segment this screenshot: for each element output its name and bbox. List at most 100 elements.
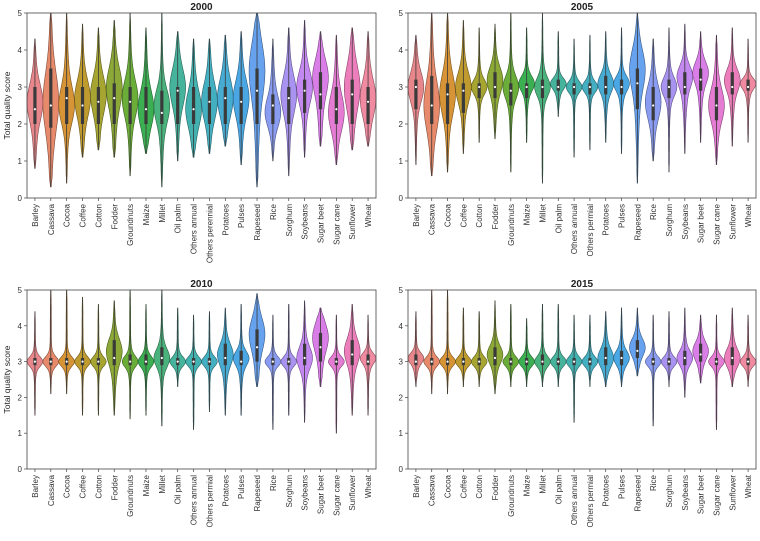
violin-median-dot — [746, 85, 750, 89]
violin-median-dot — [49, 360, 52, 363]
violin-iqr-box — [604, 75, 608, 95]
x-tick-label: Soybeans — [681, 475, 690, 511]
violin-iqr-box — [160, 347, 164, 366]
violin-median-dot — [144, 108, 148, 111]
x-tick-label: Maize — [142, 203, 151, 225]
violin-median-dot — [715, 104, 718, 107]
violin-iqr-box — [746, 79, 750, 91]
violin-median-dot — [493, 85, 497, 89]
x-tick-label: Millet — [158, 474, 167, 493]
violin-median-dot — [33, 360, 37, 363]
violin-iqr-box — [144, 354, 148, 366]
x-tick-label: Rice — [269, 474, 278, 491]
x-tick-label: Cassava — [428, 474, 437, 506]
violin-iqr-box — [255, 68, 259, 124]
violin-median-dot — [255, 89, 259, 92]
violin-median-dot — [493, 356, 497, 360]
violin-median-dot — [287, 360, 290, 363]
violin-median-dot — [351, 353, 354, 356]
violin-iqr-box — [350, 340, 354, 366]
x-tick-label: Rapeseed — [253, 475, 262, 511]
violin-median-dot — [446, 360, 449, 363]
violin-iqr-box — [49, 68, 53, 128]
violin-iqr-box — [493, 72, 497, 99]
violin-median-dot — [636, 349, 639, 352]
plot-frame — [407, 289, 757, 470]
violin-iqr-box — [366, 87, 370, 124]
y-tick-label: 1 — [18, 429, 23, 438]
violin-median-dot — [667, 85, 671, 89]
x-tick-label: Sorghum — [665, 204, 674, 237]
violin-median-dot — [414, 360, 418, 363]
violin-iqr-box — [112, 340, 116, 366]
violin-median-dot — [208, 100, 211, 103]
violin-iqr-box — [239, 350, 243, 366]
y-axis-label: Total quality score — [2, 345, 12, 413]
violin-median-dot — [572, 360, 576, 363]
panel-title: 2005 — [571, 2, 594, 13]
violin-median-dot — [541, 85, 544, 89]
x-tick-label: Barley — [31, 475, 40, 498]
violin-median-dot — [699, 353, 702, 356]
violin-iqr-box — [318, 72, 323, 110]
x-tick-label: Soybeans — [301, 204, 310, 240]
x-tick-label: Sunflower — [728, 204, 737, 240]
panel-title: 2015 — [571, 279, 594, 290]
x-tick-label: Cocoa — [63, 203, 72, 227]
x-tick-label: Sugar cane — [712, 474, 721, 515]
violin-median-dot — [446, 93, 449, 96]
violin-iqr-box — [33, 87, 37, 124]
plot-frame — [26, 12, 377, 199]
violin-median-dot — [462, 89, 465, 92]
violin-iqr-box — [588, 83, 592, 95]
violin-median-dot — [224, 97, 227, 100]
y-tick-label: 5 — [18, 286, 23, 295]
violin-iqr-box — [651, 87, 655, 121]
x-tick-label: Coffee — [79, 474, 88, 498]
x-tick-label: Sugar beet — [697, 474, 706, 514]
violin-median-dot — [160, 356, 163, 360]
violin-median-dot — [572, 85, 576, 89]
x-tick-label: Cassava — [47, 203, 56, 235]
y-tick-label: 2 — [18, 120, 23, 129]
violin-iqr-box — [493, 347, 497, 366]
x-tick-label: Rice — [649, 203, 658, 220]
x-tick-label: Coffee — [79, 203, 88, 227]
violin-iqr-box — [414, 354, 418, 366]
x-tick-label: Wheat — [744, 474, 753, 498]
x-tick-label: Groundnuts — [507, 204, 516, 246]
violin-median-dot — [319, 93, 322, 96]
plot-frame — [26, 289, 377, 470]
violin-median-dot — [652, 360, 655, 363]
x-tick-label: Cassava — [428, 203, 437, 235]
panel-2005: Barley Cassava Cocoa Coffee Cotton Fodder Grou… — [399, 2, 757, 256]
x-tick-label: Rapeseed — [253, 204, 262, 240]
violin-iqr-box — [683, 72, 687, 95]
x-tick-label: Oil palm — [174, 204, 183, 234]
y-tick-label: 5 — [399, 286, 404, 295]
violin-iqr-box — [128, 354, 132, 366]
x-tick-label: Fodder — [110, 204, 119, 230]
x-tick-label: Fodder — [491, 204, 500, 230]
x-tick-label: Others perennial — [205, 204, 214, 263]
violin-iqr-box — [604, 347, 608, 366]
x-tick-label: Cocoa — [63, 474, 72, 498]
x-tick-label: Sunflower — [728, 475, 737, 511]
plot-frame — [407, 12, 757, 199]
x-tick-label: Barley — [412, 204, 421, 227]
violin-median-dot — [129, 100, 132, 103]
x-tick-label: Cocoa — [444, 474, 453, 498]
y-tick-label: 0 — [18, 465, 23, 474]
violin-iqr-box — [207, 87, 212, 124]
violin-iqr-box — [445, 83, 450, 124]
violin-median-dot — [667, 360, 671, 363]
x-tick-label: Coffee — [459, 474, 468, 498]
y-tick-label: 3 — [399, 83, 404, 92]
violin-median-dot — [652, 104, 655, 107]
violin-median-dot — [176, 89, 179, 92]
x-tick-label: Potatoes — [221, 204, 230, 236]
x-tick-label: Cotton — [94, 475, 103, 499]
violin-median-dot — [620, 356, 623, 360]
x-tick-label: Barley — [412, 475, 421, 498]
